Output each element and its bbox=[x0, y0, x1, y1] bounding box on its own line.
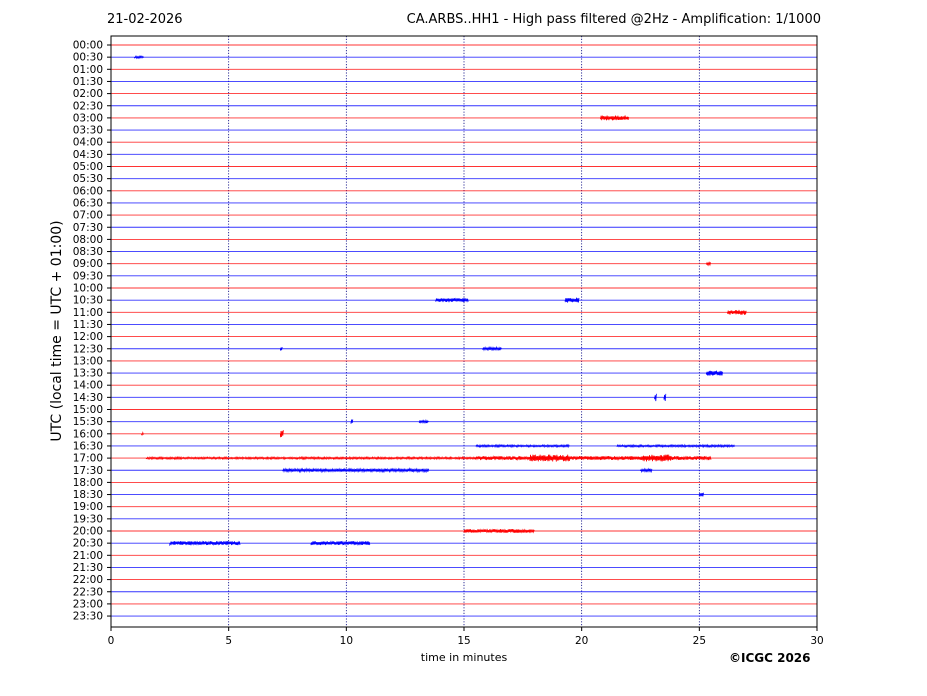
trace-event bbox=[310, 540, 371, 546]
y-tick-label: 19:30 bbox=[73, 513, 103, 525]
chart-title: CA.ARBS..HH1 - High pass filtered @2Hz -… bbox=[406, 12, 821, 27]
y-tick-label: 06:00 bbox=[73, 185, 103, 197]
trace-event bbox=[475, 443, 570, 449]
y-tick-label: 09:00 bbox=[73, 258, 103, 270]
trace-event bbox=[616, 443, 735, 449]
y-tick-label: 17:00 bbox=[73, 453, 103, 465]
y-tick-label: 08:30 bbox=[73, 246, 103, 258]
trace-event bbox=[280, 347, 283, 351]
trace-event bbox=[663, 393, 667, 402]
y-tick-label: 16:00 bbox=[73, 428, 103, 440]
y-tick-label: 02:30 bbox=[73, 100, 103, 112]
y-tick-label: 02:00 bbox=[73, 88, 103, 100]
y-tick-label: 13:30 bbox=[73, 368, 103, 380]
y-tick-label: 01:00 bbox=[73, 64, 103, 76]
y-tick-label: 08:00 bbox=[73, 234, 103, 246]
x-tick-label: 15 bbox=[457, 635, 470, 647]
y-tick-label: 12:30 bbox=[73, 343, 103, 355]
y-tick-label: 22:30 bbox=[73, 586, 103, 598]
y-tick-label: 05:00 bbox=[73, 161, 103, 173]
y-tick-label: 19:00 bbox=[73, 501, 103, 513]
y-tick-label: 14:00 bbox=[73, 380, 103, 392]
x-tick-label: 25 bbox=[693, 635, 706, 647]
trace-event bbox=[145, 455, 477, 461]
trace-event bbox=[482, 345, 502, 352]
y-tick-label: 06:30 bbox=[73, 197, 103, 209]
y-tick-label: 20:00 bbox=[73, 526, 103, 538]
y-tick-label: 00:00 bbox=[73, 40, 103, 52]
y-tick-label: 01:30 bbox=[73, 76, 103, 88]
trace-event bbox=[600, 115, 630, 121]
trace-event bbox=[463, 528, 535, 534]
y-tick-label: 03:30 bbox=[73, 125, 103, 137]
x-tick-label: 10 bbox=[340, 635, 353, 647]
copyright-label: ©ICGC 2026 bbox=[729, 651, 811, 665]
y-tick-label: 07:00 bbox=[73, 210, 103, 222]
y-tick-label: 18:30 bbox=[73, 489, 103, 501]
y-tick-label: 14:30 bbox=[73, 392, 103, 404]
y-tick-label: 05:30 bbox=[73, 173, 103, 185]
trace-event bbox=[280, 430, 284, 438]
y-tick-label: 04:00 bbox=[73, 137, 103, 149]
trace-event bbox=[698, 492, 704, 497]
trace-event bbox=[435, 297, 469, 303]
y-tick-label: 21:30 bbox=[73, 562, 103, 574]
y-tick-label: 16:30 bbox=[73, 440, 103, 452]
trace-event bbox=[141, 431, 144, 436]
y-tick-label: 18:00 bbox=[73, 477, 103, 489]
y-tick-label: 17:30 bbox=[73, 465, 103, 477]
y-tick-label: 07:30 bbox=[73, 222, 103, 234]
y-tick-label: 13:00 bbox=[73, 355, 103, 367]
trace-event bbox=[564, 297, 580, 303]
trace-event bbox=[706, 261, 711, 267]
trace-event bbox=[654, 393, 657, 402]
x-axis-label: time in minutes bbox=[420, 651, 508, 664]
y-tick-label: 09:30 bbox=[73, 270, 103, 282]
y-tick-label: 23:00 bbox=[73, 598, 103, 610]
date-label: 21-02-2026 bbox=[107, 12, 183, 27]
y-tick-label: 15:00 bbox=[73, 404, 103, 416]
trace-event bbox=[642, 454, 672, 462]
trace-event bbox=[727, 309, 747, 315]
y-tick-label: 03:00 bbox=[73, 112, 103, 124]
trace-event bbox=[282, 467, 429, 474]
y-tick-label: 10:00 bbox=[73, 283, 103, 295]
trace-event bbox=[134, 55, 144, 60]
y-tick-label: 22:00 bbox=[73, 574, 103, 586]
y-tick-label: 11:00 bbox=[73, 307, 103, 319]
trace-event bbox=[350, 419, 354, 424]
y-tick-label: 21:00 bbox=[73, 550, 103, 562]
y-tick-label: 23:30 bbox=[73, 611, 103, 623]
x-tick-label: 30 bbox=[810, 635, 823, 647]
trace-event bbox=[529, 454, 570, 462]
y-tick-label: 20:30 bbox=[73, 538, 103, 550]
trace-event bbox=[169, 540, 241, 547]
y-tick-label: 15:30 bbox=[73, 416, 103, 428]
trace-event bbox=[640, 467, 653, 474]
x-tick-label: 0 bbox=[108, 635, 115, 647]
y-tick-label: 00:30 bbox=[73, 52, 103, 64]
trace-event bbox=[706, 370, 723, 376]
y-tick-label: 12:00 bbox=[73, 331, 103, 343]
y-tick-label: 11:30 bbox=[73, 319, 103, 331]
x-tick-label: 5 bbox=[225, 635, 232, 647]
y-tick-label: 10:30 bbox=[73, 295, 103, 307]
y-tick-label: 04:30 bbox=[73, 149, 103, 161]
trace-event bbox=[475, 455, 712, 462]
trace-event bbox=[418, 418, 429, 425]
x-tick-label: 20 bbox=[575, 635, 588, 647]
